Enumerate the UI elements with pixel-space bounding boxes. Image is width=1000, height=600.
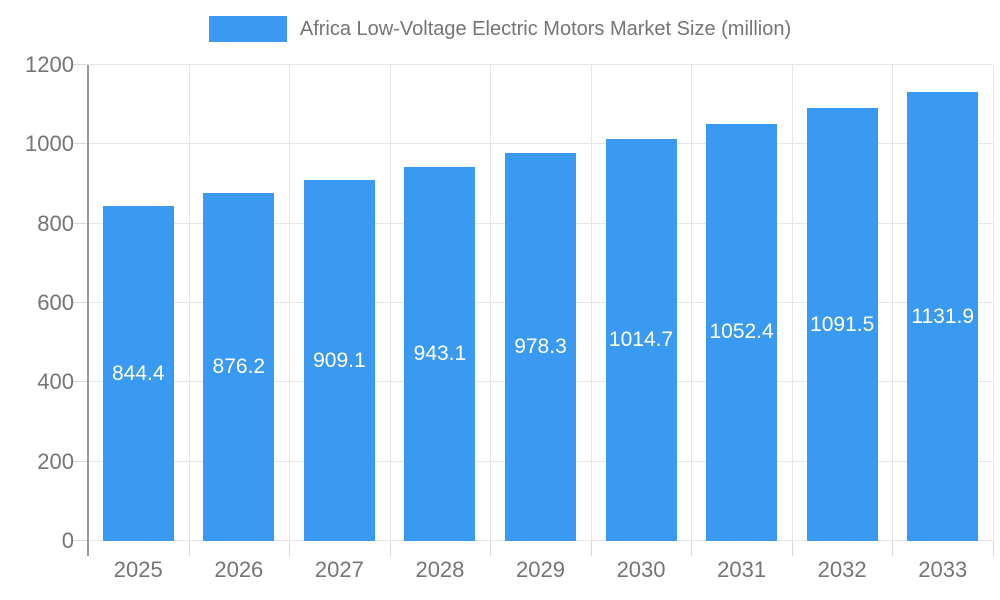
v-gridline [791, 65, 793, 541]
bar-slot: 1131.9 [892, 92, 993, 541]
y-axis-label: 400 [37, 369, 74, 395]
legend-swatch [208, 16, 287, 42]
v-gridline [993, 65, 994, 541]
y-axis-label: 200 [37, 448, 74, 474]
y-axis-tick [73, 64, 88, 65]
h-gridline [88, 64, 993, 65]
v-gridline [490, 65, 492, 541]
bar-slot: 978.3 [490, 152, 591, 541]
v-gridline [188, 65, 190, 541]
legend-label: Africa Low-Voltage Electric Motors Marke… [299, 17, 792, 40]
x-axis-label: 2026 [214, 557, 264, 582]
bar-value-label: 844.4 [111, 361, 165, 385]
bar-value-label: 1052.4 [709, 320, 774, 344]
bar-value-label: 978.3 [514, 334, 567, 358]
bar-2025[interactable]: 844.4 [102, 206, 174, 541]
bar-value-label: 876.2 [212, 355, 266, 379]
bar-slot: 1091.5 [792, 108, 893, 541]
y-axis-label: 600 [37, 290, 74, 315]
x-axis-label: 2032 [817, 557, 867, 582]
v-gridline [691, 65, 693, 541]
y-axis-tick [73, 302, 88, 303]
bar-slot: 844.4 [88, 206, 189, 541]
bar-value-label: 1091.5 [810, 312, 875, 336]
bar-slot: 1014.7 [591, 138, 692, 541]
x-axis-label: 2033 [918, 557, 968, 582]
x-axis-tick [691, 541, 693, 556]
bar-slot: 1052.4 [691, 123, 792, 541]
legend-item[interactable]: Africa Low-Voltage Electric Motors Marke… [0, 16, 1000, 42]
x-axis-tick [389, 541, 391, 556]
y-axis-line [87, 65, 89, 556]
bar-2026[interactable]: 876.2 [203, 193, 275, 541]
bar-2028[interactable]: 943.1 [404, 166, 476, 541]
bar-2031[interactable]: 1052.4 [706, 123, 778, 541]
x-axis-label: 2027 [314, 557, 364, 582]
y-axis-tick [73, 143, 88, 145]
v-gridline [590, 65, 592, 541]
bar-2033[interactable]: 1131.9 [907, 92, 979, 541]
bar-value-label: 909.1 [313, 348, 366, 372]
y-axis-label: 0 [61, 528, 74, 553]
bar-slot: 876.2 [189, 193, 290, 541]
x-axis-label: 2030 [616, 557, 666, 582]
y-axis-tick [73, 540, 88, 541]
bar-slot: 943.1 [390, 166, 491, 541]
v-gridline [892, 65, 894, 541]
x-axis-label: 2028 [415, 557, 465, 582]
x-axis-label: 2029 [516, 557, 565, 582]
bar-2029[interactable]: 978.3 [504, 152, 576, 541]
bar-value-label: 943.1 [413, 341, 467, 365]
v-gridline [389, 65, 391, 541]
y-axis-tick [73, 222, 88, 224]
plot-area: 0 200 400 600 800 1000 1200 844.4 2025 876.2 2026 9… [25, 54, 994, 582]
bar-slot: 909.1 [289, 180, 390, 541]
x-axis-tick [490, 541, 492, 556]
bar-2032[interactable]: 1091.5 [806, 108, 878, 541]
y-axis-tick [73, 460, 88, 462]
v-gridline [289, 65, 291, 541]
bar-2027[interactable]: 909.1 [303, 180, 375, 541]
y-axis-tick [73, 381, 88, 383]
bar-2030[interactable]: 1014.7 [605, 138, 677, 541]
x-axis-tick [791, 541, 793, 556]
x-axis-label: 2031 [717, 557, 767, 582]
y-axis-label: 1000 [25, 131, 74, 157]
bar-value-label: 1131.9 [911, 304, 975, 328]
h-gridline [88, 143, 993, 145]
y-axis-label: 1200 [25, 52, 74, 77]
y-axis-label: 800 [37, 210, 74, 236]
x-axis-tick [188, 541, 190, 556]
x-axis-label: 2025 [113, 557, 163, 582]
x-axis-tick [892, 541, 894, 556]
x-axis-tick [289, 541, 291, 556]
x-axis-tick [993, 541, 994, 556]
x-axis-tick [590, 541, 592, 556]
bar-value-label: 1014.7 [608, 327, 674, 351]
